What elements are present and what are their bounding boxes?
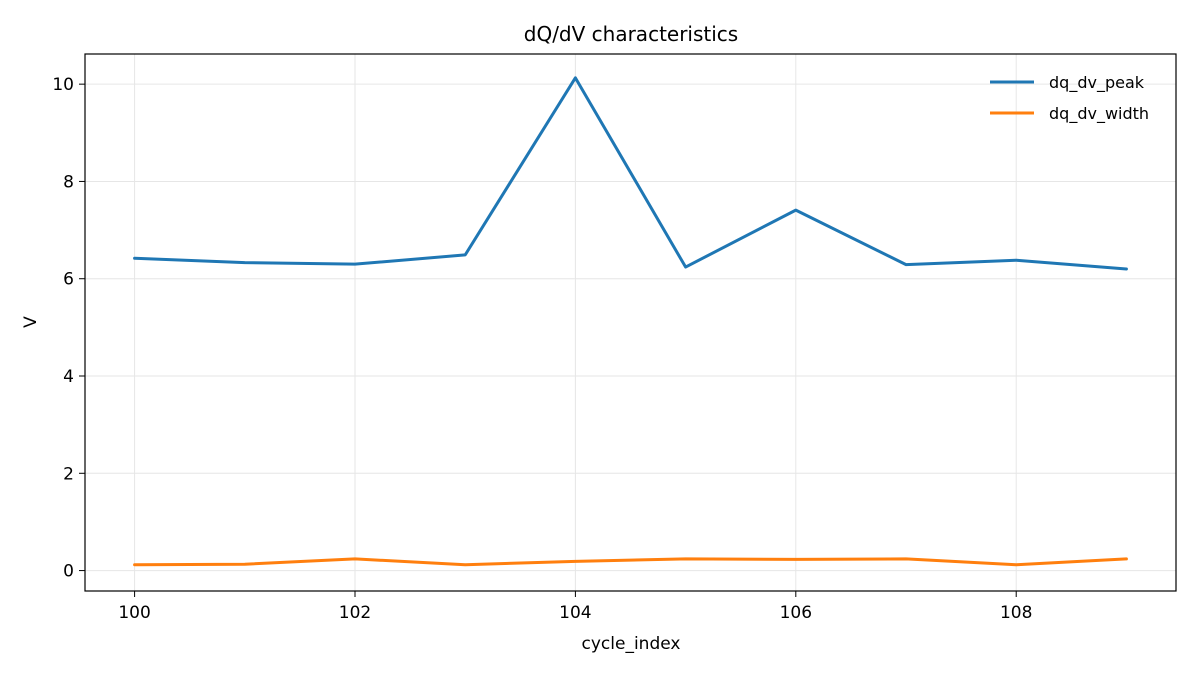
- y-tick-label: 0: [63, 562, 74, 582]
- legend-label-dq_dv_peak: dq_dv_peak: [1049, 73, 1145, 93]
- grid: [85, 54, 1176, 591]
- plot-frame: [84, 53, 1177, 592]
- y-tick-label: 4: [63, 367, 74, 387]
- chart-title: dQ/dV characteristics: [524, 22, 738, 46]
- x-axis-ticks: 100 102 104 106 108: [118, 591, 1032, 623]
- legend-label-dq_dv_width: dq_dv_width: [1049, 104, 1149, 124]
- series-line-dq_dv_width: [133, 557, 1128, 567]
- y-tick-label: 2: [63, 464, 74, 484]
- x-tick-label: 106: [780, 603, 812, 623]
- legend: dq_dv_peak dq_dv_width: [990, 73, 1149, 124]
- y-tick-label: 8: [63, 172, 74, 192]
- y-tick-label: 10: [52, 75, 74, 95]
- x-tick-label: 108: [1000, 603, 1032, 623]
- x-axis-label: cycle_index: [582, 634, 681, 654]
- x-tick-label: 102: [339, 603, 371, 623]
- x-tick-label: 100: [118, 603, 150, 623]
- y-axis-ticks: 0 2 4 6 8 10: [52, 75, 85, 582]
- x-tick-label: 104: [559, 603, 591, 623]
- y-tick-label: 6: [63, 270, 74, 290]
- series-layer: [133, 76, 1128, 567]
- series-line-dq_dv_peak: [133, 76, 1128, 271]
- y-axis-label: V: [21, 316, 41, 328]
